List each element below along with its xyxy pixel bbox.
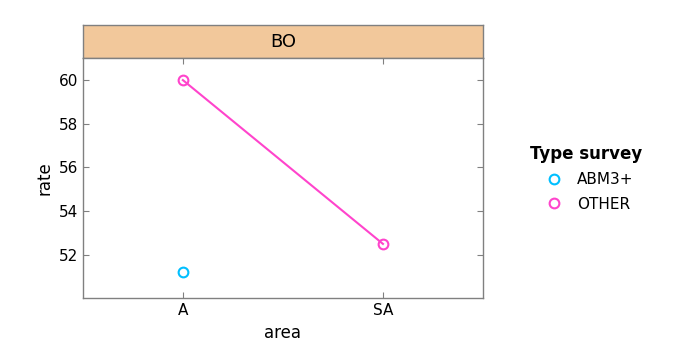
Y-axis label: rate: rate xyxy=(35,162,53,195)
Text: BO: BO xyxy=(270,33,296,51)
Legend: ABM3+, OTHER: ABM3+, OTHER xyxy=(522,138,650,219)
X-axis label: area: area xyxy=(264,324,302,342)
